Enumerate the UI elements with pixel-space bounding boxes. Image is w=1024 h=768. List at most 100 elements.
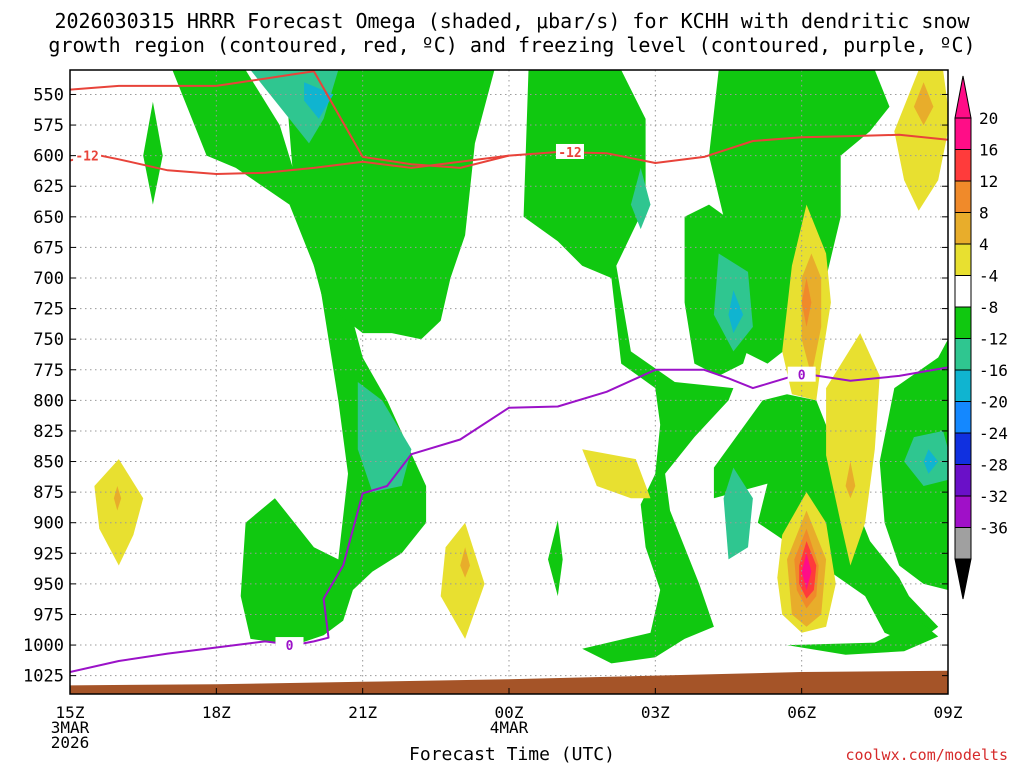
omega-shade-region xyxy=(913,82,934,126)
colorbar-swatch xyxy=(954,495,972,528)
omega-shade-region xyxy=(548,520,563,597)
colorbar-label: -8 xyxy=(979,298,998,317)
x-tick-label: 21Z xyxy=(348,703,377,722)
colorbar-label: 4 xyxy=(979,235,989,254)
colorbar-swatch xyxy=(954,212,972,245)
omega-shade-region xyxy=(460,547,470,578)
plot-area: -12 -12 0 0 xyxy=(70,70,948,694)
terrain-surface xyxy=(70,670,948,694)
y-tick-label: 725 xyxy=(33,300,64,320)
colorbar: 20 16 12 8 4 -4 -8 -12 -16 -20 -24 -28 -32 -36 xyxy=(954,75,1008,600)
y-tick-label: 975 xyxy=(33,605,64,625)
y-tick-label: 750 xyxy=(33,330,64,350)
omega-shade-region xyxy=(787,620,939,655)
y-tick-label: 825 xyxy=(33,422,64,442)
dgz-label-right-bg xyxy=(555,143,584,159)
y-tick-label: 1000 xyxy=(23,636,64,656)
watermark: coolwx.com/modelts xyxy=(845,746,1008,764)
y-tick-label: 650 xyxy=(33,208,64,228)
colorbar-swatch xyxy=(954,527,972,560)
colorbar-swatch xyxy=(954,464,972,497)
omega-shade-region xyxy=(284,70,495,340)
colorbar-under-arrow xyxy=(954,558,972,600)
omega-shade-region xyxy=(357,382,412,493)
freezing-level-contour xyxy=(70,366,948,673)
omega-shade-region xyxy=(94,459,144,566)
omega-shade-region xyxy=(713,394,939,646)
colorbar-label: -24 xyxy=(979,424,1008,443)
y-axis: 550 575 600 625 650 675 700 725 750 775 800 825 850 8… xyxy=(23,85,948,687)
colorbar-swatch xyxy=(954,401,972,434)
colorbar-swatch xyxy=(954,180,972,213)
x-tick-label: 06Z xyxy=(787,703,816,722)
colorbar-swatch xyxy=(954,338,972,371)
x-tick-label: 3MAR xyxy=(51,718,90,737)
omega-shade-region xyxy=(845,461,856,499)
grid-lines xyxy=(70,70,948,694)
y-tick-label: 700 xyxy=(33,269,64,289)
omega-shade-region xyxy=(143,101,163,205)
omega-shade-region xyxy=(630,167,651,230)
freezing-label-right-bg xyxy=(787,366,816,382)
omega-shade-region xyxy=(523,70,734,664)
omega-shade-region xyxy=(801,278,812,327)
colorbar-label: -28 xyxy=(979,456,1008,475)
omega-shade-region xyxy=(440,522,485,639)
chart-title-line-1: 2026030315 HRRR Forecast Omega (shaded, … xyxy=(54,9,970,33)
colorbar-label: -20 xyxy=(979,393,1008,412)
colorbar-swatch xyxy=(954,275,972,308)
y-tick-label: 1025 xyxy=(23,667,64,687)
y-tick-label: 900 xyxy=(33,514,64,534)
colorbar-label: -36 xyxy=(979,519,1008,538)
x-tick-label: 09Z xyxy=(934,703,963,722)
dgz-label-left: -12 xyxy=(75,150,98,165)
colorbar-label: -16 xyxy=(979,361,1008,380)
x-tick-label: 15Z xyxy=(56,703,85,722)
y-tick-label: 550 xyxy=(33,85,64,105)
y-tick-label: 800 xyxy=(33,391,64,411)
x-tick-label: 03Z xyxy=(641,703,670,722)
freezing-label-left-bg xyxy=(275,637,304,653)
colorbar-label: 16 xyxy=(979,141,998,160)
colorbar-label: 12 xyxy=(979,172,998,191)
x-tick-label: 18Z xyxy=(202,703,231,722)
y-tick-label: 600 xyxy=(33,147,64,167)
omega-shade-region xyxy=(304,82,334,119)
dgz-contour-upper xyxy=(70,70,948,169)
omega-shade-region xyxy=(723,467,753,560)
colorbar-swatch xyxy=(954,432,972,465)
y-tick-label: 775 xyxy=(33,361,64,381)
colorbar-over-arrow xyxy=(954,75,972,119)
y-tick-label: 875 xyxy=(33,483,64,503)
y-tick-label: 675 xyxy=(33,238,64,258)
omega-shade-region xyxy=(728,290,744,334)
colorbar-label: -12 xyxy=(979,330,1008,349)
freezing-label-left: 0 xyxy=(286,639,294,654)
y-tick-label: 950 xyxy=(33,575,64,595)
y-tick-label: 925 xyxy=(33,544,64,564)
dgz-label-right: -12 xyxy=(558,146,581,161)
colorbar-label: 8 xyxy=(979,204,989,223)
y-tick-label: 575 xyxy=(33,116,64,136)
colorbar-swatch xyxy=(954,149,972,182)
y-tick-label: 625 xyxy=(33,177,64,197)
x-axis-title: Forecast Time (UTC) xyxy=(409,744,615,765)
y-tick-label: 850 xyxy=(33,453,64,473)
x-tick-label: 4MAR xyxy=(490,718,529,737)
omega-shade-region xyxy=(879,278,948,590)
colorbar-label: -32 xyxy=(979,487,1008,506)
x-tick-label: 00Z xyxy=(495,703,524,722)
omega-shade-region xyxy=(801,553,812,590)
colorbar-label: 20 xyxy=(979,109,998,128)
colorbar-swatch xyxy=(954,117,972,150)
contour-lines: -12 -12 0 0 xyxy=(70,70,948,673)
colorbar-swatch xyxy=(954,369,972,402)
dgz-label-left-bg xyxy=(73,147,102,163)
colorbar-label: -4 xyxy=(979,267,998,286)
omega-shade-region xyxy=(582,449,651,499)
dgz-contour-lower xyxy=(70,153,510,176)
colorbar-swatch xyxy=(954,243,972,276)
